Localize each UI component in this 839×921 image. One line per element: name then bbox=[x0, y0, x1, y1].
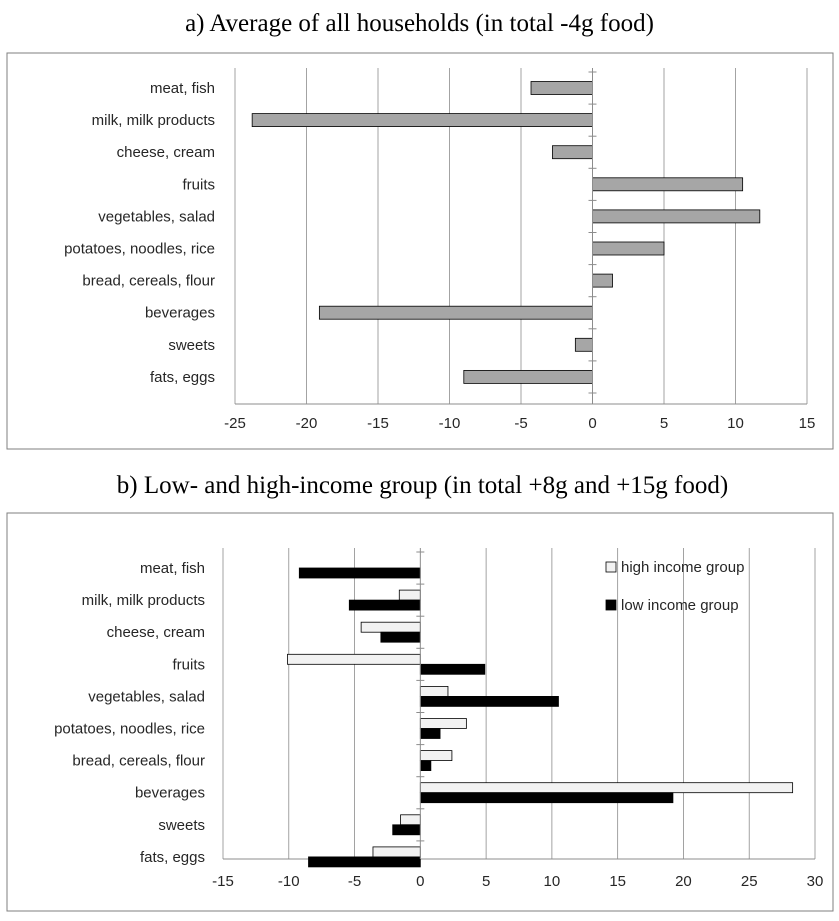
bar-value-6 bbox=[592, 273, 613, 288]
bar-low-1 bbox=[348, 599, 421, 611]
category-label: vegetables, salad bbox=[88, 688, 205, 705]
chart-frame bbox=[6, 512, 834, 912]
x-tick-label: -15 bbox=[212, 873, 234, 890]
category-label: vegetables, salad bbox=[98, 208, 215, 225]
chart-a: -25 -20 -15 -10 -5 0 5 10 15 meat, fish milk, milk… bbox=[6, 52, 834, 450]
x-tick-label: 20 bbox=[675, 873, 692, 890]
category-label: potatoes, noodles, rice bbox=[54, 721, 205, 738]
chart-a-title: a) Average of all households (in total -… bbox=[185, 10, 654, 37]
category-label: cheese, cream bbox=[107, 624, 205, 641]
bar-high-2 bbox=[360, 621, 421, 633]
bar-high-9 bbox=[372, 846, 421, 858]
x-tick-label: 30 bbox=[807, 873, 824, 890]
category-label: sweets bbox=[168, 337, 215, 354]
bar-low-6 bbox=[419, 760, 432, 771]
bar-high-4 bbox=[419, 686, 449, 697]
category-label: cheese, cream bbox=[117, 144, 215, 161]
x-tick-label: 10 bbox=[727, 415, 744, 432]
category-label: beverages bbox=[135, 785, 205, 802]
category-label: fruits bbox=[182, 176, 215, 193]
bar-low-5 bbox=[419, 728, 441, 739]
x-tick-label: -5 bbox=[348, 873, 361, 890]
category-label: sweets bbox=[158, 817, 205, 834]
category-label: meat, fish bbox=[140, 560, 205, 577]
x-tick-label: 0 bbox=[416, 873, 424, 890]
bar-low-7 bbox=[419, 792, 674, 804]
x-tick-label: -10 bbox=[439, 415, 461, 432]
x-tick-label: -15 bbox=[367, 415, 389, 432]
x-tick-label: 5 bbox=[482, 873, 490, 890]
legend-label: high income group bbox=[621, 559, 744, 576]
chart-b-title: b) Low- and high-income group (in total … bbox=[116, 472, 729, 499]
x-tick-label: -20 bbox=[296, 415, 318, 432]
bar-value-7 bbox=[318, 305, 593, 320]
x-tick-label: 0 bbox=[588, 415, 596, 432]
category-label: beverages bbox=[145, 305, 215, 322]
category-label: milk, milk products bbox=[82, 592, 205, 609]
bar-low-4 bbox=[419, 696, 559, 707]
bar-high-5 bbox=[419, 718, 467, 729]
category-label: bread, cereals, flour bbox=[72, 753, 205, 770]
bar-high-7 bbox=[419, 782, 794, 794]
bar-high-3 bbox=[287, 653, 421, 665]
category-label: potatoes, noodles, rice bbox=[64, 241, 215, 258]
chart-b: -15 -10 -5 0 5 10 15 20 25 30 meat, fish milk, milk… bbox=[6, 512, 834, 912]
bar-value-5 bbox=[592, 241, 665, 256]
x-tick-label: -10 bbox=[278, 873, 300, 890]
bar-low-9 bbox=[308, 856, 421, 868]
category-label: fats, eggs bbox=[140, 849, 205, 866]
x-tick-label: 5 bbox=[660, 415, 668, 432]
x-tick-label: 15 bbox=[609, 873, 626, 890]
x-tick-label: 10 bbox=[544, 873, 561, 890]
legend-swatch bbox=[605, 561, 617, 573]
legend-label: low income group bbox=[621, 597, 739, 614]
bar-value-0 bbox=[530, 81, 593, 95]
bar-value-3 bbox=[592, 177, 744, 192]
category-label: milk, milk products bbox=[92, 112, 215, 129]
bar-high-1 bbox=[398, 589, 421, 601]
category-label: bread, cereals, flour bbox=[82, 273, 215, 290]
bar-low-8 bbox=[392, 824, 421, 836]
bar-high-6 bbox=[419, 750, 453, 761]
category-label: fats, eggs bbox=[150, 369, 215, 386]
category-label: fruits bbox=[172, 656, 205, 673]
x-tick-label: -25 bbox=[224, 415, 246, 432]
bar-value-9 bbox=[463, 369, 593, 384]
bar-value-4 bbox=[592, 209, 761, 224]
bar-low-3 bbox=[419, 663, 486, 675]
category-label: meat, fish bbox=[150, 80, 215, 97]
bar-low-0 bbox=[298, 567, 421, 579]
bar-value-2 bbox=[552, 145, 593, 160]
x-tick-label: 15 bbox=[799, 415, 816, 432]
x-tick-label: 25 bbox=[741, 873, 758, 890]
bar-value-8 bbox=[574, 337, 593, 352]
bar-high-8 bbox=[400, 814, 421, 826]
x-tick-label: -5 bbox=[514, 415, 527, 432]
bar-low-2 bbox=[380, 631, 421, 643]
chart-frame bbox=[6, 52, 834, 450]
legend-swatch bbox=[605, 599, 617, 611]
bar-value-1 bbox=[251, 113, 593, 127]
